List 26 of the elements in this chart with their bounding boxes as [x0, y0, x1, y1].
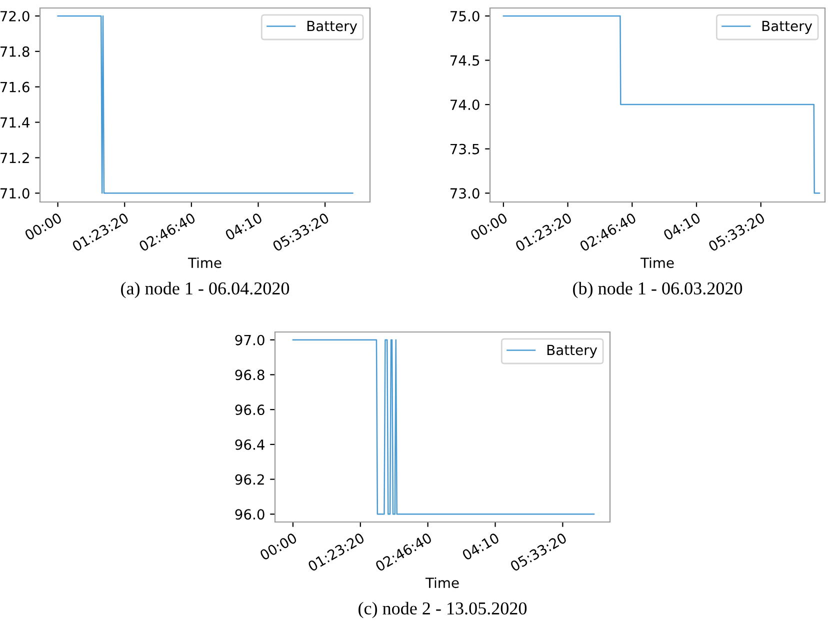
y-tick-label: 96.2 — [235, 474, 264, 485]
text: (b) node 1 - 06.03.2020 — [573, 282, 742, 298]
y-tick-label: 96.6 — [235, 404, 264, 416]
y-tick-label: 96.8 — [235, 370, 264, 380]
text: (c) node 2 - 13.05.2020 — [358, 602, 527, 618]
y-tick-label: 96.4 — [235, 439, 264, 450]
y-tick-label: 74.0 — [450, 100, 480, 110]
y-tick-label: 75.0 — [450, 10, 480, 22]
y-tick-label: 71.6 — [0, 82, 30, 92]
y-tick-label: 71.2 — [0, 152, 29, 163]
text: (a) node 1 - 06.04.2020 — [121, 282, 290, 298]
y-tick-label: 73.0 — [450, 188, 480, 199]
y-tick-label: 97.0 — [235, 334, 264, 346]
y-tick-label: 71.4 — [0, 117, 30, 128]
legend-label: Battery — [307, 20, 358, 34]
y-tick-label: 72.0 — [0, 10, 30, 22]
y-tick-label: 73.5 — [450, 144, 480, 154]
legend-label: Battery — [762, 20, 812, 34]
y-tick-label: 71.0 — [0, 188, 30, 199]
legend-label: Battery — [547, 344, 598, 358]
y-tick-label: 74.5 — [450, 55, 480, 66]
y-tick-label: 71.8 — [0, 46, 30, 57]
y-tick-label: 96.0 — [235, 509, 264, 520]
x-axis-title: Time — [425, 577, 459, 588]
x-axis-title: Time — [640, 257, 674, 268]
x-axis-title: Time — [188, 257, 222, 268]
